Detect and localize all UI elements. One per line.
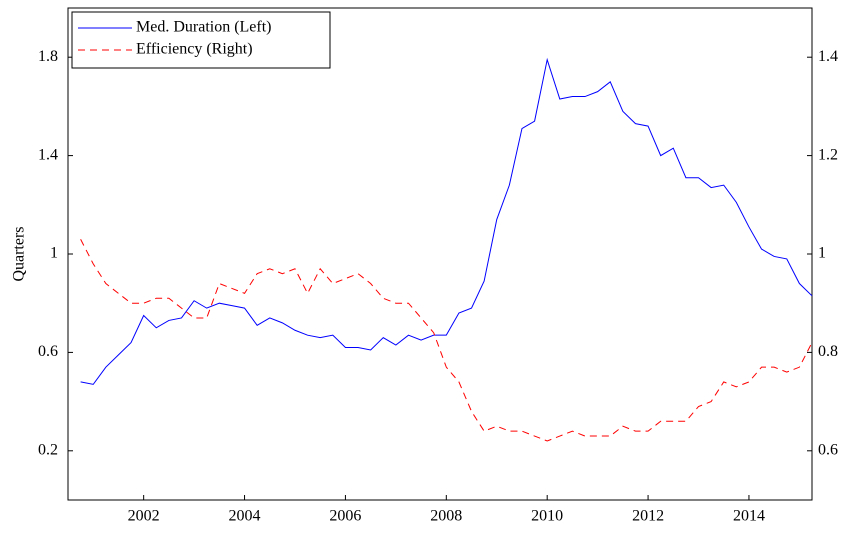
legend-label: Med. Duration (Left) <box>136 19 272 36</box>
y2-tick-label: 1 <box>818 245 826 262</box>
legend-box <box>71 11 331 69</box>
y-tick-label: 0.2 <box>38 441 58 458</box>
line-series <box>80 239 813 442</box>
y2-tick-label: 1.4 <box>818 48 838 65</box>
y-tick-label: 1.8 <box>38 48 58 65</box>
y-axis-label: Quarters <box>11 226 28 281</box>
y2-tick-label: 0.6 <box>818 441 838 458</box>
plot-frame <box>67 7 813 501</box>
x-tick-label: 2004 <box>229 508 261 525</box>
y2-tick-label: 1.2 <box>818 146 838 163</box>
y2-tick-label: 0.8 <box>818 343 838 360</box>
x-tick-label: 2012 <box>632 508 664 525</box>
x-tick-label: 2014 <box>733 508 765 525</box>
y-tick-label: 0.6 <box>38 343 58 360</box>
x-tick-label: 2008 <box>430 508 462 525</box>
x-tick-label: 2010 <box>531 508 563 525</box>
x-tick-label: 2002 <box>128 508 160 525</box>
line-series <box>80 57 813 385</box>
x-tick-label: 2006 <box>329 508 361 525</box>
y-tick-label: 1.4 <box>38 146 58 163</box>
y-tick-label: 1 <box>50 245 58 262</box>
legend-label: Efficiency (Right) <box>136 41 253 58</box>
